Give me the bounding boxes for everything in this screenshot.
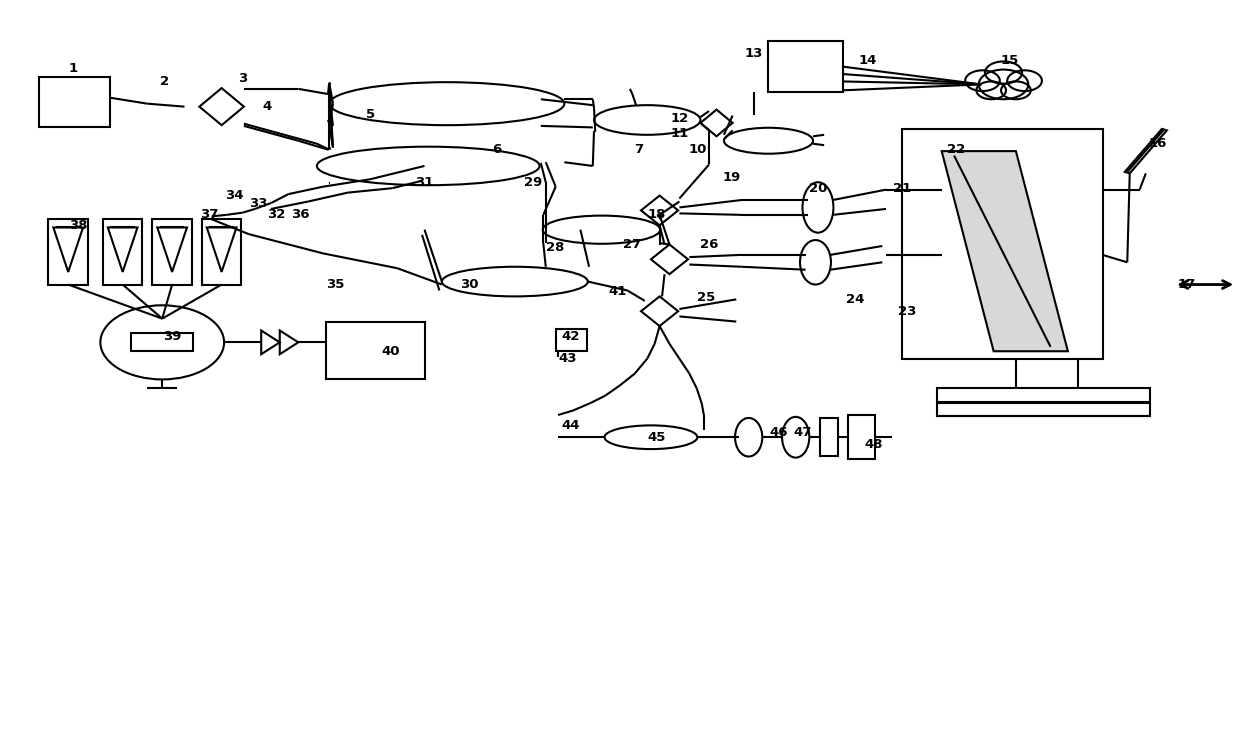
Text: 16: 16 [1149,137,1167,150]
Bar [153,219,192,284]
Text: 32: 32 [267,208,285,222]
Bar [103,219,143,284]
Text: 21: 21 [893,182,911,195]
Text: 17: 17 [1178,278,1195,291]
Text: 18: 18 [649,208,666,222]
Text: 10: 10 [688,143,707,156]
Text: 34: 34 [224,189,243,202]
Text: 35: 35 [326,278,345,291]
Text: 13: 13 [744,47,763,60]
Text: 2: 2 [160,75,170,88]
Text: 3: 3 [238,72,247,85]
Text: 28: 28 [547,241,565,254]
Text: 47: 47 [794,426,812,439]
Text: 44: 44 [562,419,580,432]
Text: 25: 25 [697,292,715,304]
Bar [848,415,875,460]
Text: 6: 6 [491,143,501,156]
Text: 7: 7 [634,143,644,156]
Bar [901,129,1102,359]
Text: 43: 43 [559,352,578,365]
Bar [131,333,193,351]
Text: 36: 36 [291,208,310,222]
Text: 40: 40 [382,344,401,358]
Bar [48,219,88,284]
Bar [326,321,424,379]
Bar [936,388,1149,402]
Text: 45: 45 [649,431,666,443]
Text: 11: 11 [671,126,688,140]
Text: 42: 42 [562,330,579,343]
Text: 23: 23 [898,305,916,318]
Polygon shape [941,151,1068,351]
Text: 19: 19 [722,171,740,185]
Bar [202,219,242,284]
Text: 5: 5 [366,108,374,121]
Text: 31: 31 [415,176,434,190]
Text: 15: 15 [1001,54,1019,67]
Text: 48: 48 [864,438,883,451]
Bar [821,418,838,457]
Text: 12: 12 [671,112,688,125]
Bar [769,42,843,92]
Text: 20: 20 [808,182,827,195]
Bar [556,329,587,351]
Text: 26: 26 [699,238,718,251]
Text: 4: 4 [263,100,272,113]
Text: 22: 22 [947,143,966,156]
Text: 27: 27 [624,238,641,251]
Bar [38,77,110,127]
Text: 24: 24 [846,293,864,306]
Text: 46: 46 [769,426,787,439]
Bar [936,403,1149,417]
Text: 14: 14 [858,54,877,67]
Text: 41: 41 [609,286,626,298]
Text: 37: 37 [200,208,218,222]
Text: 38: 38 [69,219,87,231]
Text: 30: 30 [460,278,479,291]
Text: 39: 39 [162,330,181,343]
Text: 29: 29 [525,176,543,190]
Text: 33: 33 [249,196,268,210]
Text: 1: 1 [68,62,78,74]
Polygon shape [1125,129,1167,173]
